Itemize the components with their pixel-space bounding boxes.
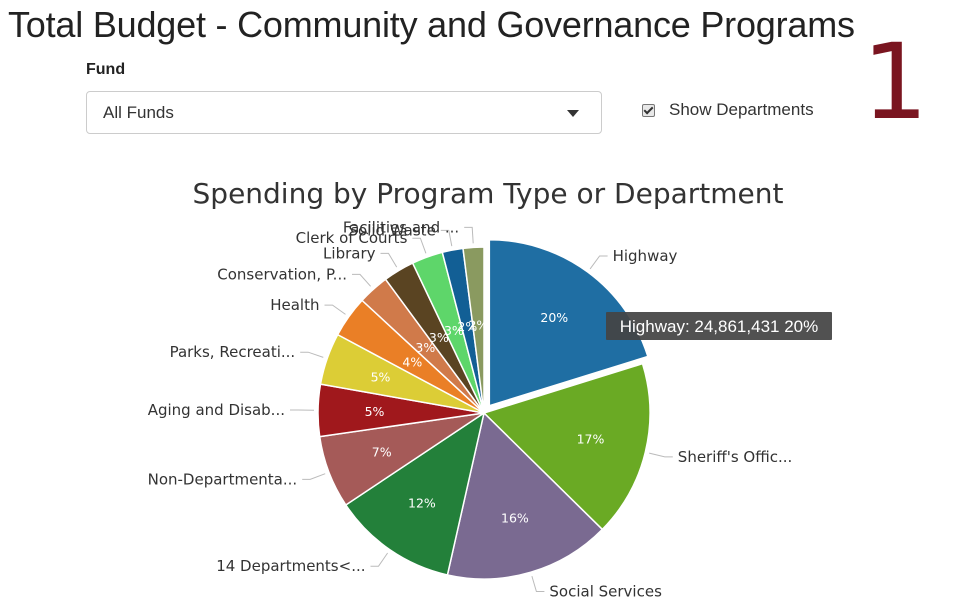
pie-slice-social-services[interactable] [446, 411, 604, 580]
show-departments-toggle[interactable]: Show Departments [642, 98, 814, 122]
leader-line [302, 473, 326, 480]
pie-slice-facilities-and[interactable] [462, 246, 485, 414]
pie-slices [317, 238, 651, 580]
slice-percent-labels: 20%17%16%12%7%5%5%4%3%3%3%2%2% [365, 310, 605, 526]
slice-label-conservation-p: Conservation, P... [217, 265, 347, 283]
tooltip-text: Highway: 24,861,431 20% [620, 317, 818, 336]
slice-label-social-services: Social Services [549, 583, 662, 601]
page-number: 1 [862, 21, 929, 143]
leader-line [649, 452, 673, 458]
leader-line [464, 226, 474, 244]
slice-label-non-departmenta: Non-Departmenta... [148, 470, 298, 488]
slice-label-health: Health [270, 296, 319, 314]
slice-label-highway: Highway [613, 247, 678, 265]
tooltip-box: Highway: 24,861,431 20% [606, 312, 832, 340]
leader-line [589, 255, 608, 270]
slice-percent-label: 2% [468, 318, 488, 333]
slice-percent-label: 5% [365, 404, 385, 419]
pie-slice-sheriff-s-offic[interactable] [482, 362, 651, 531]
fund-select-value: All Funds [103, 103, 174, 122]
slice-label-clerk-of-courts: Clerk of Courts [296, 229, 408, 247]
slice-label-14-departments: 14 Departments<... [216, 557, 365, 575]
show-departments-label: Show Departments [669, 100, 814, 119]
chevron-down-icon [567, 110, 579, 117]
slice-percent-label: 5% [371, 370, 391, 385]
slice-percent-label: 3% [429, 330, 449, 345]
slice-labels: Highway Sheriff's Offic... Social Services… [148, 218, 793, 600]
leader-line [370, 552, 389, 567]
leader-line [324, 304, 346, 315]
slice-percent-label: 2% [457, 319, 477, 334]
leader-line [531, 575, 545, 592]
slice-percent-label: 3% [444, 323, 464, 338]
slice-percent-label: 20% [540, 310, 568, 325]
slice-percent-label: 12% [408, 496, 436, 511]
slice-label-facilities-and: Facilities and ... [343, 218, 459, 236]
chart-title: Spending by Program Type or Department [193, 177, 784, 210]
fund-select[interactable]: All Funds [86, 91, 602, 134]
page-title: Total Budget - Community and Governance … [8, 4, 855, 45]
leader-line [380, 252, 398, 268]
slice-label-aging-and-disab: Aging and Disab... [148, 401, 285, 419]
slice-label-parks-recreati: Parks, Recreati... [170, 343, 296, 361]
slice-label-sheriff-s-offic: Sheriff's Offic... [678, 448, 793, 466]
fund-label: Fund [86, 61, 126, 78]
show-departments-checkbox[interactable] [642, 103, 655, 117]
label-leader-lines [290, 226, 673, 592]
slice-percent-label: 16% [501, 511, 529, 526]
hover-tooltip: Highway: 24,861,431 20% [606, 312, 832, 340]
leader-line [412, 237, 427, 254]
slice-percent-label: 17% [577, 431, 605, 446]
leader-line [352, 273, 371, 287]
leader-line [300, 351, 324, 358]
tooltip-background [606, 312, 832, 340]
slice-percent-label: 4% [402, 355, 422, 370]
slice-label-solid-waste: Solid Waste [348, 221, 435, 239]
pie-slice-14-departments[interactable] [344, 411, 486, 576]
slice-label-library: Library [323, 244, 376, 262]
leader-line [440, 229, 453, 247]
slice-percent-label: 7% [372, 445, 392, 460]
slice-percent-label: 3% [415, 340, 435, 355]
